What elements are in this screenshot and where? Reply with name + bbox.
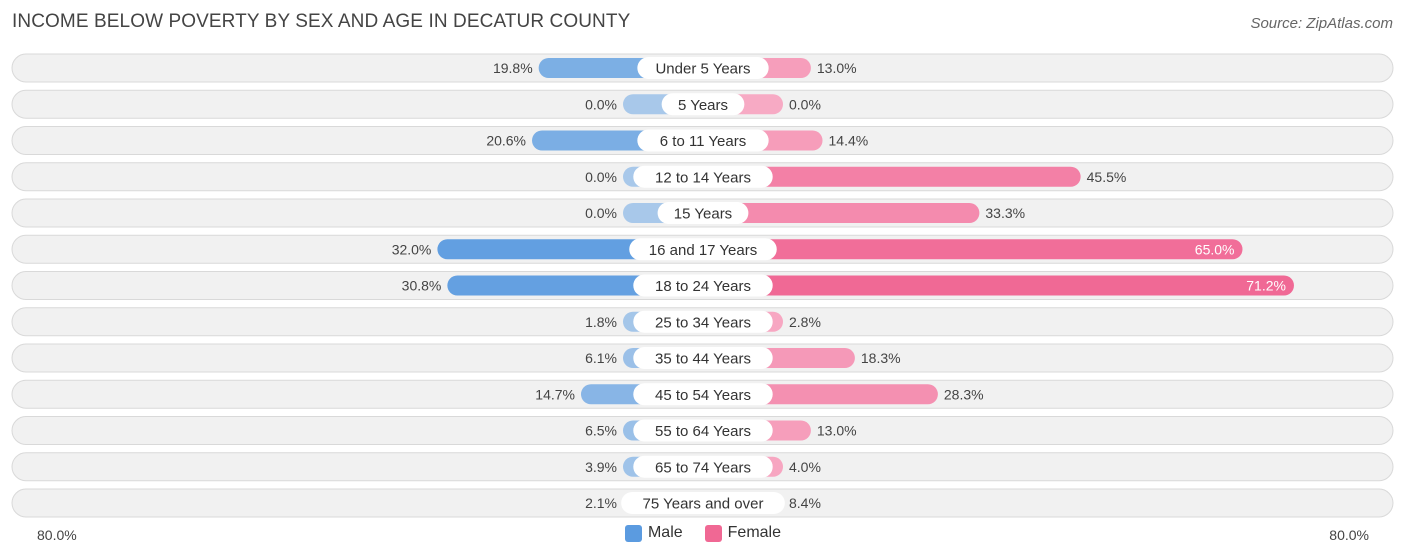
bar-female[interactable] [703,166,1081,187]
data-label-female: 8.4% [789,495,821,511]
category-label-background [633,165,773,188]
data-label-male: 6.1% [585,350,617,366]
data-label-male: 0.0% [585,96,617,112]
data-label-female: 65.0% [1195,241,1235,257]
data-label-male: 0.0% [585,169,617,185]
category-label-background [633,419,773,442]
category-label: 35 to 44 Years [655,351,751,368]
legend-swatch-female [704,524,722,542]
data-label-female: 0.0% [789,96,821,112]
data-label-female: 33.3% [985,205,1025,221]
data-label-male: 2.1% [585,495,617,511]
data-label-male: 1.8% [585,314,617,330]
bar-female[interactable] [703,203,980,223]
category-label-background [637,57,769,79]
category-label-background [657,202,749,224]
data-label-male: 32.0% [392,241,432,257]
category-label: 45 to 54 Years [655,387,751,404]
category-label: 12 to 14 Years [655,169,751,186]
data-label-female: 13.0% [817,60,857,76]
data-label-male: 19.8% [493,60,533,76]
data-label-female: 4.0% [789,459,821,475]
category-label: 15 Years [674,206,732,223]
axis-left-label: 80.0% [37,527,77,543]
category-label-background [633,347,773,369]
legend-item-male[interactable]: Male [624,524,683,542]
data-label-male: 3.9% [585,459,617,475]
category-label: Under 5 Years [655,61,750,78]
data-label-female: 2.8% [789,314,821,330]
data-label-female: 28.3% [944,386,984,402]
category-label-background [629,238,777,261]
bar-female[interactable] [703,239,1243,260]
legend-label-male: Male [647,524,683,541]
data-label-female: 45.5% [1087,169,1127,185]
category-label-background [633,383,773,406]
data-label-male: 14.7% [535,386,575,402]
category-label: 5 Years [678,97,728,114]
category-label: 25 to 34 Years [655,314,751,331]
category-label: 16 and 17 Years [649,242,757,259]
axis-right-label: 80.0% [1329,527,1369,543]
category-label-background [661,93,745,116]
legend: Male Female [0,524,1406,542]
category-label-background [633,455,773,478]
category-label-background [621,492,785,514]
data-label-female: 13.0% [817,423,857,439]
category-label: 75 Years and over [643,496,764,513]
data-label-male: 0.0% [585,205,617,221]
data-label-female: 18.3% [861,350,901,366]
category-label: 18 to 24 Years [655,278,751,295]
category-label: 65 to 74 Years [655,459,751,476]
data-label-male: 30.8% [402,278,442,294]
data-label-male: 6.5% [585,423,617,439]
legend-swatch-male [624,524,642,542]
category-label: 6 to 11 Years [660,133,746,150]
legend-label-female: Female [727,524,782,541]
chart-title: INCOME BELOW POVERTY BY SEX AND AGE IN D… [12,11,631,32]
category-label-background [637,129,769,152]
category-label: 55 to 64 Years [655,423,751,440]
category-label-background [633,274,773,297]
legend-item-female[interactable]: Female [704,524,782,542]
data-label-female: 71.2% [1246,278,1286,294]
bar-female[interactable] [703,275,1294,296]
category-label-background [633,310,773,333]
data-label-male: 20.6% [486,133,526,149]
data-label-female: 14.4% [829,133,869,149]
chart-source: Source: ZipAtlas.com [1250,15,1393,32]
